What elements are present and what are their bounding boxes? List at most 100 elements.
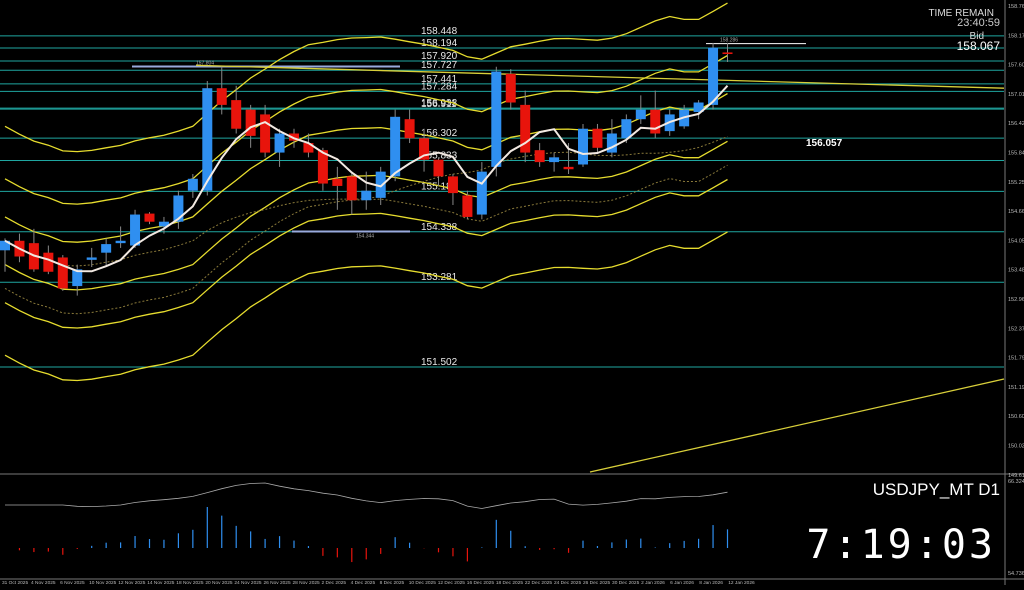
time-axis-label: 24 Nov 2025 [234, 580, 262, 585]
level-label: 156.933 [421, 98, 458, 109]
candle-body [274, 133, 285, 153]
time-axis-label: 12 Dec 2025 [438, 580, 466, 585]
price-axis-tick: 158.765 [1008, 4, 1024, 10]
candle-body [43, 252, 54, 272]
price-axis-tick: 157.015 [1008, 92, 1024, 98]
level-label: 157.920 [421, 51, 458, 62]
candle-body [101, 244, 112, 253]
candle-body [447, 176, 458, 194]
candle-body [390, 116, 401, 177]
candle-body [158, 221, 169, 227]
oscillator-signal-line [5, 482, 728, 509]
price-axis-tick: 156.425 [1008, 121, 1024, 127]
price-axis-tick: 155.845 [1008, 151, 1024, 157]
candle-body [650, 109, 661, 134]
time-axis-label: 24 Dec 2025 [554, 580, 582, 585]
level-label: 158.448 [421, 26, 458, 37]
bid-price-tag: 158.067 [1008, 52, 1024, 58]
time-axis-label: 31 Oct 2025 [2, 580, 28, 585]
candle-body [708, 47, 719, 105]
candle-body [404, 119, 415, 139]
candle-body [505, 73, 516, 103]
candle-body [563, 166, 574, 170]
candle-body [520, 104, 531, 153]
price-axis-tick: 151.795 [1008, 356, 1024, 362]
candle-body [245, 109, 256, 136]
price-axis-tick: 152.960 [1008, 297, 1024, 303]
candle-body [419, 138, 430, 160]
time-axis-label: 20 Nov 2025 [205, 580, 233, 585]
candle-body [476, 171, 487, 215]
candle-body [289, 133, 299, 141]
candle-body [231, 100, 242, 129]
candle-body [578, 128, 588, 165]
candle-body [549, 157, 560, 163]
candle-body [202, 88, 213, 191]
oscillator-axis-tick: 66.3249 [1008, 479, 1024, 485]
level-label: 154.338 [421, 222, 458, 233]
time-axis-label: 4 Dec 2025 [351, 580, 376, 585]
time-axis-label: 16 Dec 2025 [467, 580, 495, 585]
time-remain-value: 23:40:59 [957, 17, 1000, 29]
time-axis-label: 8 Jan 2026 [699, 580, 723, 585]
price-axis-tick: 158.175 [1008, 33, 1024, 39]
time-axis-label: 22 Dec 2025 [525, 580, 553, 585]
candle-body [433, 159, 444, 177]
candle-body [57, 257, 68, 289]
candle-body [216, 88, 227, 105]
time-axis-label: 10 Dec 2025 [409, 580, 437, 585]
candle-body [693, 102, 704, 113]
candle-body [592, 128, 603, 148]
level-label: 153.281 [421, 272, 458, 283]
candle-body [375, 171, 386, 198]
candle-body [534, 150, 545, 163]
candle-body [144, 213, 155, 222]
candle-body [115, 240, 126, 244]
price-axis-tick: 154.665 [1008, 209, 1024, 215]
level-label: 155.187 [421, 181, 458, 192]
level-label: 155.833 [421, 151, 458, 162]
time-axis-label: 8 Dec 2025 [380, 580, 405, 585]
candle-body [0, 240, 10, 251]
outer-band-upper [4, 2, 728, 153]
annotation-label: 157.804 [196, 61, 214, 67]
bid-value: 158.067 [956, 39, 1000, 53]
time-axis-label: 10 Nov 2025 [89, 580, 117, 585]
candle-body [722, 52, 733, 55]
annotation-label: 156.057 [806, 138, 843, 149]
mid-band-lower [4, 178, 728, 329]
outer-band-lower [4, 231, 728, 382]
candle-body [173, 195, 184, 222]
time-axis-label: 26 Nov 2025 [263, 580, 291, 585]
candle-body [260, 114, 271, 153]
price-axis-tick: 152.370 [1008, 326, 1024, 332]
price-axis-tick: 151.190 [1008, 385, 1024, 391]
candle-body [462, 195, 473, 217]
candle-body [346, 176, 357, 201]
time-axis-label: 28 Nov 2025 [293, 580, 321, 585]
price-axis-tick: 150.020 [1008, 444, 1024, 450]
inner-band-upper [4, 93, 728, 243]
price-axis-tick: 150.605 [1008, 414, 1024, 420]
candle-body [130, 214, 141, 246]
time-axis-label: 4 Nov 2025 [31, 580, 56, 585]
candle-body [317, 150, 328, 184]
price-axis-tick: 157.600 [1008, 63, 1024, 69]
level-label: 156.911 [421, 99, 457, 110]
bid-label: Bid [969, 31, 984, 42]
candle-body [187, 178, 198, 191]
candle-body [86, 257, 97, 260]
candle-body [72, 269, 83, 287]
symbol-label: USDJPY_MT D1 [872, 480, 1000, 499]
level-label: 157.727 [421, 60, 458, 71]
time-axis-label: 12 Jan 2026 [728, 580, 755, 585]
ma5-line [4, 85, 729, 273]
time-axis-label: 30 Dec 2025 [612, 580, 640, 585]
annotation-label: 154.344 [356, 234, 374, 240]
candle-body [361, 190, 372, 201]
clock-readout: 7:19:03 [806, 522, 996, 568]
level-label: 157.441 [421, 74, 458, 85]
level-label: 157.284 [421, 81, 458, 92]
